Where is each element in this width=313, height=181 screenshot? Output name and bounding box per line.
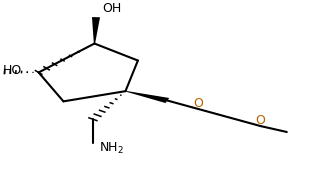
Polygon shape — [125, 91, 169, 103]
Text: O: O — [255, 113, 265, 127]
Text: NH$_2$: NH$_2$ — [99, 141, 124, 156]
Text: HO: HO — [3, 64, 22, 77]
Text: O: O — [193, 97, 203, 110]
Polygon shape — [92, 17, 100, 44]
Text: OH: OH — [102, 3, 121, 15]
